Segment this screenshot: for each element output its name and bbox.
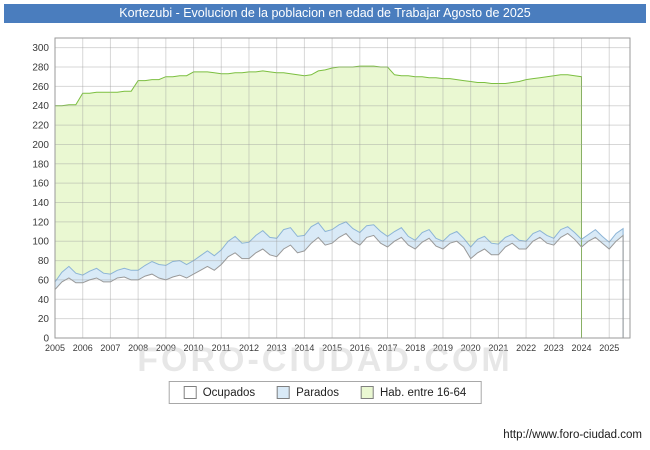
x-tick-label: 2018: [405, 343, 425, 353]
x-tick-label: 2022: [516, 343, 536, 353]
y-tick-label: 260: [32, 82, 49, 93]
y-tick-label: 120: [32, 217, 49, 228]
y-tick-label: 140: [32, 198, 49, 209]
x-tick-label: 2020: [461, 343, 481, 353]
y-tick-label: 200: [32, 140, 49, 151]
chart-title-bar: Kortezubi - Evolucion de la poblacion en…: [4, 4, 646, 23]
x-tick-label: 2011: [212, 343, 231, 353]
y-tick-label: 0: [43, 334, 49, 345]
parados-line: [54, 221, 624, 338]
x-tick-label: 2013: [267, 343, 287, 353]
y-tick-label: 180: [32, 159, 49, 170]
y-tick-label: 20: [38, 314, 50, 325]
hab-line: [55, 65, 582, 338]
y-tick-label: 80: [38, 256, 50, 267]
legend-item-ocupados: Ocupados: [183, 386, 256, 399]
x-tick-label: 2014: [294, 343, 314, 353]
ocupados-swatch-icon: [183, 386, 197, 399]
x-tick-label: 2012: [239, 343, 259, 353]
x-tick-label: 2021: [488, 343, 508, 353]
x-tick-label: 2005: [45, 343, 65, 353]
plot-border: [54, 37, 631, 339]
legend-item-hab: Hab. entre 16-64: [360, 386, 467, 399]
y-tick-label: 280: [32, 63, 49, 74]
legend-label-ocupados: Ocupados: [202, 386, 256, 399]
ocupados-area: [55, 233, 624, 338]
x-tick-label: 2010: [184, 343, 204, 353]
y-tick-label: 300: [32, 43, 49, 54]
y-tick-label: 40: [38, 295, 50, 306]
x-tick-label: 2009: [156, 343, 176, 353]
legend-label-parados: Parados: [296, 386, 339, 399]
y-tick-label: 220: [32, 121, 49, 132]
legend-item-parados: Parados: [277, 386, 339, 399]
x-tick-label: 2006: [73, 343, 93, 353]
chart-title: Kortezubi - Evolucion de la poblacion en…: [119, 6, 531, 20]
x-tick-label: 2007: [100, 343, 120, 353]
x-tick-label: 2016: [350, 343, 370, 353]
x-tick-label: 2019: [433, 343, 453, 353]
hab-swatch-icon: [360, 386, 374, 399]
y-tick-label: 100: [32, 237, 49, 248]
parados-swatch-icon: [277, 386, 291, 399]
x-tick-label: 2017: [378, 343, 398, 353]
x-tick-label: 2024: [571, 343, 591, 353]
foro-ciudad-url-link[interactable]: http://www.foro-ciudad.com: [503, 429, 642, 441]
x-tick-label: 2023: [544, 343, 564, 353]
x-tick-label: 2025: [599, 343, 619, 353]
legend-label-hab: Hab. entre 16-64: [379, 386, 467, 399]
y-tick-label: 240: [32, 101, 49, 112]
chart-legend: Ocupados Parados Hab. entre 16-64: [168, 381, 482, 404]
x-tick-label: 2008: [128, 343, 148, 353]
ocupados-line: [54, 232, 624, 338]
y-tick-label: 160: [32, 179, 49, 190]
y-tick-label: 60: [38, 275, 50, 286]
x-tick-label: 2015: [322, 343, 342, 353]
